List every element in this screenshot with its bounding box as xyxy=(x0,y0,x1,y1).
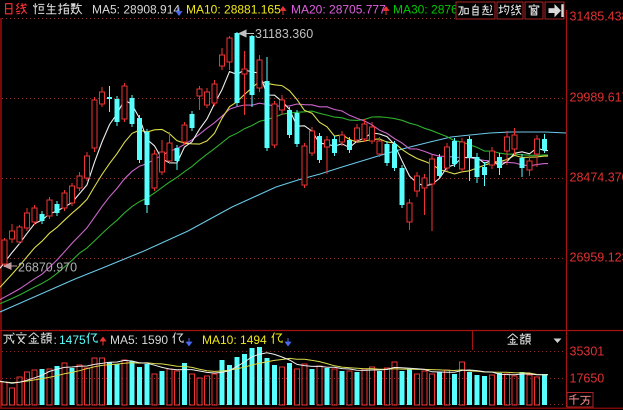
svg-text::: : xyxy=(54,333,57,347)
svg-text:1475: 1475 xyxy=(59,333,86,347)
svg-text:31183.360: 31183.360 xyxy=(255,27,313,41)
svg-text:26959.123: 26959.123 xyxy=(570,251,623,265)
svg-text:MA5: 1590: MA5: 1590 xyxy=(110,333,168,347)
svg-text:MA10: 1494: MA10: 1494 xyxy=(202,333,267,347)
svg-text:29989.617: 29989.617 xyxy=(570,91,623,105)
svg-text:26870.970: 26870.970 xyxy=(18,261,77,275)
svg-text:31485.438: 31485.438 xyxy=(570,10,623,24)
svg-text:28474.370: 28474.370 xyxy=(570,171,623,185)
svg-text:35301: 35301 xyxy=(570,345,605,359)
svg-text:17650: 17650 xyxy=(570,372,605,386)
svg-text:MA20: 28705.777: MA20: 28705.777 xyxy=(291,3,386,17)
svg-text:MA10: 28881.165: MA10: 28881.165 xyxy=(186,3,281,17)
svg-text:MA5: 28908.914: MA5: 28908.914 xyxy=(92,3,180,17)
svg-text:MA30: 2876: MA30: 2876 xyxy=(393,3,458,17)
